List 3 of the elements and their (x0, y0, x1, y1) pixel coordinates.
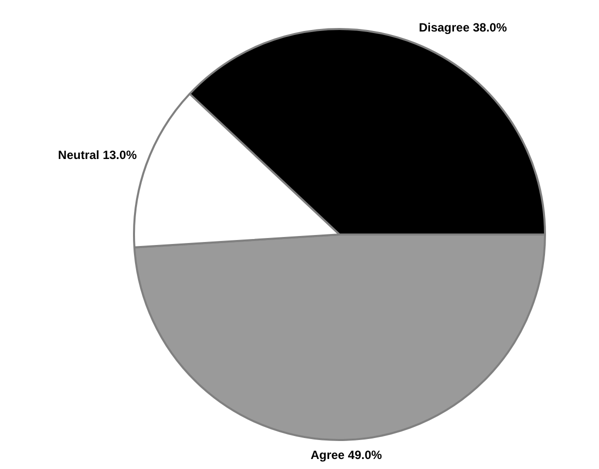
slice-label: Neutral 13.0% (58, 148, 138, 162)
slice-label: Agree 49.0% (310, 448, 382, 462)
slice-label: Disagree 38.0% (418, 20, 508, 34)
